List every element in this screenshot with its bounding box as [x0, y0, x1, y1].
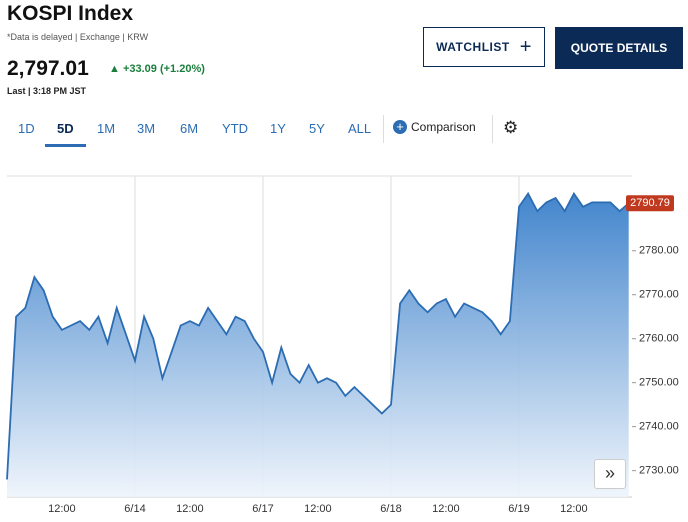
y-tick-label: 2730.00 [639, 465, 679, 477]
y-tick-label: 2750.00 [639, 377, 679, 389]
x-tick-label: 6/14 [124, 503, 145, 515]
range-tab[interactable]: 6M [180, 121, 199, 136]
y-tick-label: 2760.00 [639, 333, 679, 345]
price: 2,797.01 [7, 57, 89, 80]
y-tick-label: 2780.00 [639, 245, 679, 257]
last-time: Last | 3:18 PM JST [7, 86, 87, 96]
y-tick-label: 2770.00 [639, 289, 679, 301]
y-tick-label: 2740.00 [639, 421, 679, 433]
last-value-badge [626, 195, 674, 212]
range-tab[interactable]: 3M [137, 121, 156, 136]
button-text: QUOTE DETAILS [570, 41, 668, 55]
x-tick-label: 12:00 [432, 503, 460, 515]
range-tab[interactable]: YTD [222, 121, 248, 136]
range-tab[interactable]: 1D [18, 121, 35, 136]
range-tab[interactable]: 1M [97, 121, 116, 136]
scroll-button[interactable]: » [594, 459, 626, 489]
x-tick-label: 12:00 [48, 503, 76, 515]
change: ▲ +33.09 (+1.20%) [109, 63, 205, 75]
range-tab[interactable]: 5D [45, 121, 86, 147]
note: *Data is delayed | Exchange | KRW [7, 32, 149, 42]
x-tick-label: 12:00 [560, 503, 588, 515]
x-tick-label: 6/19 [508, 503, 529, 515]
settings-icon[interactable]: ⚙ [503, 118, 519, 137]
x-tick-label: 12:00 [176, 503, 204, 515]
x-tick-label: 6/18 [380, 503, 401, 515]
change-text: +33.09 (+1.20%) [122, 63, 205, 75]
range-tab[interactable]: 5Y [309, 121, 325, 136]
x-tick-label: 12:00 [304, 503, 332, 515]
quote-details-button[interactable]: QUOTE DETAILS [555, 27, 683, 69]
button-text: WATCHLIST [436, 40, 510, 54]
last-value-label: 2790.79 [630, 197, 670, 209]
title: KOSPI Index [7, 2, 134, 25]
range-tab[interactable]: 1Y [270, 121, 286, 136]
watchlist-button[interactable]: WATCHLIST + [423, 27, 545, 67]
line [6, 191, 630, 480]
comparison-text: Comparison [411, 120, 476, 134]
comparison-button[interactable]: + Comparison [393, 120, 476, 134]
x-tick-label: 6/17 [252, 503, 273, 515]
area [7, 193, 629, 497]
range-tab[interactable]: ALL [348, 121, 372, 136]
